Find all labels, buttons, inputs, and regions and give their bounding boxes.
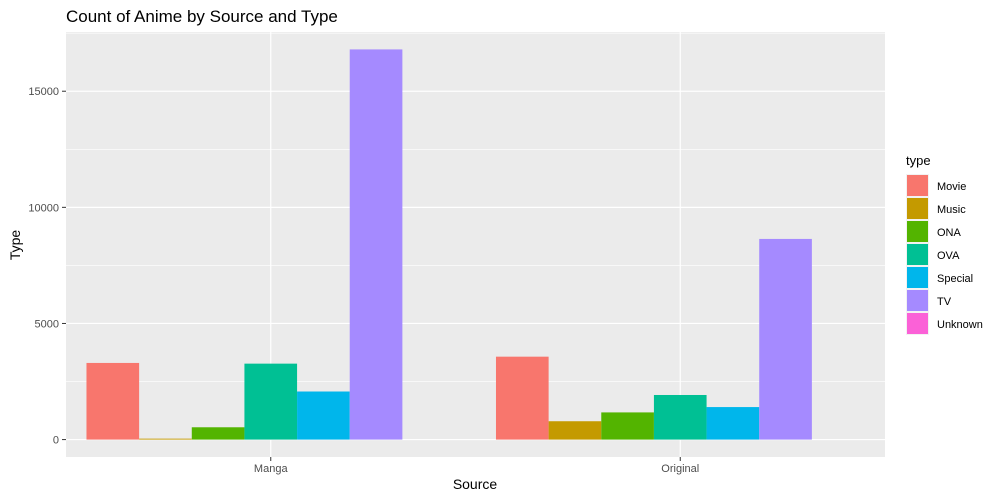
bar-movie-original xyxy=(495,356,549,440)
y-tick-label: 5000 xyxy=(35,318,59,330)
bar-ova-original xyxy=(653,394,707,440)
legend-items: Movie Music ONA OVA Special TV Unknown xyxy=(906,174,983,335)
legend-swatch-special xyxy=(907,267,928,288)
gridlines xyxy=(66,32,885,457)
legend-label-movie: Movie xyxy=(937,181,966,193)
y-axis-title: Type xyxy=(7,230,23,261)
legend-swatch-ova xyxy=(907,244,928,265)
legend-label-ova: OVA xyxy=(937,250,960,262)
bar-special-original xyxy=(706,407,760,440)
legend-title: type xyxy=(906,153,931,168)
x-axis-title: Source xyxy=(453,476,498,492)
legend-swatch-tv xyxy=(907,290,928,311)
bar-movie-manga xyxy=(86,362,140,440)
bar-ona-manga xyxy=(191,427,245,440)
legend-swatch-unknown xyxy=(907,313,928,334)
chart-title: Count of Anime by Source and Type xyxy=(66,7,338,26)
y-axis: 0 5000 10000 15000 xyxy=(28,86,66,447)
bar-music-manga xyxy=(139,438,192,440)
x-axis: Manga Original xyxy=(254,457,699,475)
bar-ova-manga xyxy=(244,363,298,440)
y-tick-label: 15000 xyxy=(28,86,59,98)
bars xyxy=(86,49,812,440)
x-tick-label: Original xyxy=(661,463,699,475)
legend-swatch-music xyxy=(907,198,928,219)
legend-swatch-movie xyxy=(907,175,928,196)
legend-swatch-ona xyxy=(907,221,928,242)
bar-tv-original xyxy=(759,238,812,440)
legend-label-tv: TV xyxy=(937,296,952,308)
x-tick-label: Manga xyxy=(254,463,289,475)
bar-tv-manga xyxy=(349,49,403,440)
legend-label-ona: ONA xyxy=(937,227,962,239)
plot-panel xyxy=(66,32,885,457)
y-tick-label: 0 xyxy=(53,435,59,447)
legend-label-special: Special xyxy=(937,273,973,285)
bar-ona-original xyxy=(601,412,654,440)
y-tick-label: 10000 xyxy=(28,202,59,214)
bar-music-original xyxy=(548,421,602,440)
legend-label-music: Music xyxy=(937,204,966,216)
legend-label-unknown: Unknown xyxy=(937,319,983,331)
plot-background xyxy=(66,32,885,457)
legend: type Movie Music ONA OVA Special TV Unknown xyxy=(906,153,983,335)
bar-special-manga xyxy=(297,391,350,440)
